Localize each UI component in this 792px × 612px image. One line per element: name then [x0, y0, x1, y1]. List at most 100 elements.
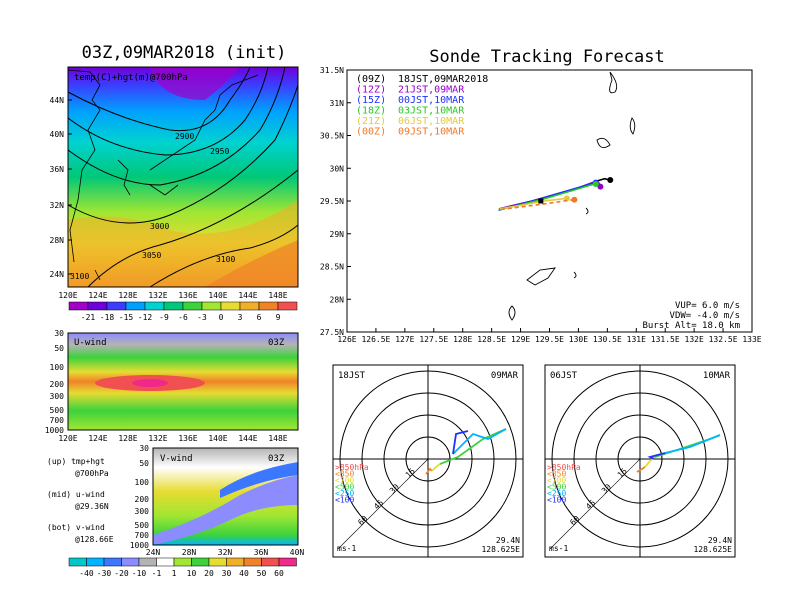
- lon-tick-label: 144E: [238, 434, 257, 443]
- legend-label: 06JST,10MAR: [398, 116, 465, 127]
- lat-tick-label: 44N: [50, 96, 65, 105]
- colorbar-swatch: [191, 557, 210, 567]
- colorbar-tick-label: 20: [204, 569, 214, 578]
- x-tick-label: 126E: [337, 335, 356, 344]
- y-tick-label: 31.5N: [320, 66, 344, 75]
- lon-tick-label: 120E: [58, 434, 77, 443]
- coastline: [67, 69, 259, 281]
- hodograph-trace: [647, 452, 666, 460]
- colorbar-tick-label: 1: [172, 569, 177, 578]
- colorbar-swatch: [243, 557, 262, 567]
- colorbar-tick-label: -10: [132, 569, 147, 578]
- pressure-tick-label: 30: [54, 329, 64, 338]
- lat-tick-label: 40N: [50, 130, 65, 139]
- map-title: 03Z,09MAR2018 (init): [82, 43, 287, 63]
- colorbar-tick-label: 3: [238, 313, 243, 322]
- lat-tick-label: 24N: [50, 270, 65, 279]
- pressure-legend-item: <700: [335, 476, 354, 485]
- pressure-tick-label: 500: [135, 521, 150, 530]
- vwind-strong-negative: [220, 462, 298, 498]
- y-tick-label: 28N: [330, 295, 345, 304]
- hodograph-lon: 128.625E: [693, 545, 732, 554]
- legend-mid-line1: (mid) u-wind: [47, 490, 105, 499]
- pressure-legend-item: <100: [547, 496, 566, 505]
- track-title: Sonde Tracking Forecast: [429, 47, 664, 67]
- pressure-legend-item: >850hPa: [547, 463, 581, 472]
- colorbar-tick-label: -6: [178, 313, 188, 322]
- y-tick-label: 27.5N: [320, 328, 344, 337]
- colorbar-swatch: [103, 557, 122, 567]
- map-lon-ticks: 120E 124E 128E 132E 136E 140E 144E 148E: [58, 291, 287, 300]
- vwind-frame: [152, 447, 299, 546]
- colorbar-swatch: [239, 301, 260, 311]
- hodograph-date: 09MAR: [491, 371, 519, 381]
- legend-label: 21JST,09MAR: [398, 85, 465, 96]
- x-tick-label: 127E: [395, 335, 414, 344]
- y-tick-label: 30N: [330, 164, 345, 173]
- x-tick-label: 130.5E: [593, 335, 622, 344]
- burst-point: [563, 195, 570, 202]
- colorbar-swatch: [121, 557, 140, 567]
- lat-tick-label: 40N: [290, 548, 305, 557]
- lon-tick-label: 148E: [268, 434, 287, 443]
- track-series: [498, 177, 614, 211]
- burst-point: [597, 183, 604, 190]
- legend-time: (00Z): [356, 127, 386, 138]
- colorbar-tick-label: 60: [274, 569, 284, 578]
- colorbar-tick-label: 0: [219, 313, 224, 322]
- pressure-legend-item: <850: [547, 470, 566, 479]
- legend-bot-line2: @128.66E: [75, 535, 114, 544]
- uwind-frame: [67, 332, 299, 431]
- height-contours: [67, 66, 299, 288]
- y-tick-label: 30.5N: [320, 132, 344, 141]
- pressure-tick-label: 300: [50, 392, 65, 401]
- legend-time: (15Z): [356, 95, 386, 106]
- pressure-legend-item: <850: [335, 470, 354, 479]
- legend-time: (09Z): [356, 74, 386, 85]
- x-tick-label: 131.5E: [651, 335, 680, 344]
- vwind-lat-ticks: 24N 28N 32N 36N 40N: [146, 548, 305, 557]
- legend-mid-line2: @29.36N: [75, 502, 109, 511]
- contour-label: 2900: [175, 132, 194, 141]
- lon-tick-label: 140E: [208, 434, 227, 443]
- colorbar-swatch: [277, 301, 298, 311]
- colorbar-swatch: [258, 301, 279, 311]
- vwind-negative: [153, 475, 298, 545]
- temperature-colorbar: -21 -18 -15 -12 -9 -6 -3 0 3 6 9: [68, 301, 298, 322]
- lon-tick-label: 124E: [88, 434, 107, 443]
- track-legend: (09Z) 18JST,09MAR2018 (12Z) 21JST,09MAR (15Z…: [356, 74, 488, 138]
- colorbar-tick-label: -15: [119, 313, 134, 322]
- pressure-tick-label: 1000: [130, 541, 149, 550]
- lon-tick-label: 124E: [88, 291, 107, 300]
- lat-tick-label: 24N: [146, 548, 161, 557]
- colorbar-tick-label: 10: [187, 569, 197, 578]
- lon-tick-label: 128E: [118, 291, 137, 300]
- colorbar-swatch: [156, 557, 175, 567]
- pressure-tick-label: 500: [50, 406, 65, 415]
- x-tick-label: 129E: [511, 335, 530, 344]
- lat-tick-label: 32N: [218, 548, 233, 557]
- hodograph-trace: [425, 467, 433, 475]
- pressure-tick-label: 50: [139, 459, 149, 468]
- map-field-label: temp(C)+hgt(m)@700hPa: [74, 73, 188, 83]
- hodograph-left: 15304560>850hPa<850<700<500<250<10018JST…: [332, 364, 524, 558]
- legend-up-line1: (up) tmp+hgt: [47, 457, 105, 466]
- x-tick-label: 130E: [569, 335, 588, 344]
- hodograph-trace: [439, 428, 507, 465]
- colorbar-tick-label: 40: [239, 569, 249, 578]
- uwind-lon-ticks: 120E 124E 128E 132E 136E 140E 144E 148E: [58, 434, 287, 443]
- map-frame: [67, 66, 299, 288]
- legend-time: (18Z): [356, 106, 386, 117]
- colorbar-swatch: [163, 301, 184, 311]
- pressure-legend-item: <500: [547, 483, 566, 492]
- track-panel: 126E 126.5E 127E 127.5E 128E 128.5E 129E 129.5E…: [320, 66, 762, 344]
- hodograph-trace: [452, 428, 507, 455]
- colorbar-tick-label: 50: [257, 569, 267, 578]
- colorbar-tick-label: -3: [197, 313, 207, 322]
- vwind-time: 03Z: [268, 454, 285, 464]
- pressure-tick-label: 1000: [45, 426, 64, 435]
- colorbar-tick-label: -21: [81, 313, 96, 322]
- hodograph-unit: ms-1: [549, 544, 568, 553]
